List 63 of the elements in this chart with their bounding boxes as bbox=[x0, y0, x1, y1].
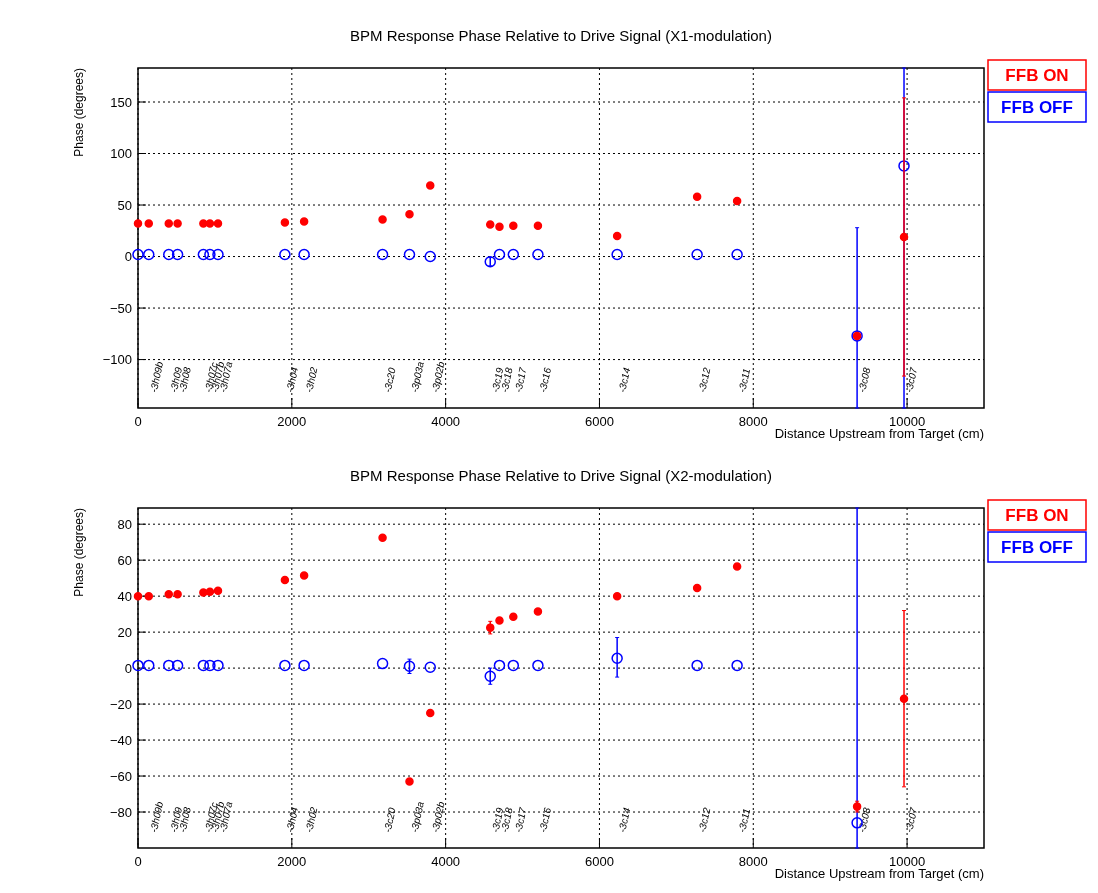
x-axis-title: Distance Upstream from Target (cm) bbox=[774, 426, 984, 441]
annotation: -3c07 bbox=[903, 366, 920, 394]
y-tick-label: 0 bbox=[124, 660, 132, 676]
x-tick-label: 0 bbox=[134, 414, 142, 429]
annotation: -3c08 bbox=[856, 366, 873, 394]
annotation: -3p02b bbox=[429, 800, 447, 834]
annotation: -3c16 bbox=[537, 806, 554, 834]
y-tick-label: 50 bbox=[117, 197, 132, 213]
x-tick-label: 2000 bbox=[277, 854, 307, 869]
x-tick-label: 8000 bbox=[738, 854, 768, 869]
y-tick-label: −20 bbox=[109, 696, 132, 712]
y-axis-title: Phase (degrees) bbox=[72, 68, 86, 157]
annotation: -3c08 bbox=[856, 806, 873, 834]
annotation: -3p02b bbox=[429, 360, 447, 394]
text: FFB ON bbox=[1005, 506, 1069, 525]
annotation: -3c20 bbox=[381, 366, 398, 394]
x-tick-label: 6000 bbox=[584, 854, 614, 869]
x-tick-label: 10000 bbox=[889, 854, 926, 869]
y-tick-label: 150 bbox=[110, 94, 132, 110]
annotation: -3h04 bbox=[284, 805, 301, 834]
y-tick-label: 0 bbox=[124, 249, 132, 265]
text: FFB OFF bbox=[1001, 98, 1073, 117]
chart-title: BPM Response Phase Relative to Drive Signal (X1-modulation) bbox=[350, 27, 772, 44]
y-tick-label: 60 bbox=[117, 552, 132, 568]
annotation: -3h09b bbox=[147, 800, 166, 834]
y-tick-label: 80 bbox=[117, 516, 132, 532]
y-axis-title: Phase (degrees) bbox=[72, 508, 86, 597]
text: FFB ON bbox=[1005, 66, 1069, 85]
x-tick-label: 0 bbox=[134, 854, 142, 869]
annotation: -3c07 bbox=[903, 806, 920, 834]
x-tick-label: 2000 bbox=[277, 414, 307, 429]
annotation: -3c14 bbox=[616, 806, 633, 834]
annotation: -3h09b bbox=[147, 360, 166, 394]
y-tick-label: −40 bbox=[109, 732, 132, 748]
x-tick-label: 4000 bbox=[431, 854, 461, 869]
y-tick-label: −60 bbox=[109, 768, 132, 784]
x-tick-label: 8000 bbox=[738, 414, 768, 429]
text: FFB OFF bbox=[1001, 538, 1073, 557]
annotation: -3p03a bbox=[408, 360, 427, 394]
annotation: -3h02 bbox=[303, 805, 320, 834]
y-tick-label: 20 bbox=[117, 624, 132, 640]
annotation: -3c17 bbox=[512, 366, 529, 394]
annotation: -3c12 bbox=[696, 366, 713, 394]
y-tick-label: 40 bbox=[117, 588, 132, 604]
y-tick-label: −100 bbox=[102, 352, 132, 368]
annotation: -3h02 bbox=[303, 365, 320, 394]
x-tick-label: 10000 bbox=[889, 414, 926, 429]
annotation: -3c17 bbox=[512, 806, 529, 834]
x-tick-label: 4000 bbox=[431, 414, 461, 429]
annotation: -3p03a bbox=[408, 800, 427, 834]
annotation: -3c20 bbox=[381, 806, 398, 834]
annotation: -3c11 bbox=[736, 367, 753, 394]
annotation: -3h04 bbox=[284, 365, 301, 394]
annotation: -3c14 bbox=[616, 366, 633, 394]
y-tick-label: −50 bbox=[109, 300, 132, 316]
annotation: -3c11 bbox=[736, 807, 753, 834]
x-axis-title: Distance Upstream from Target (cm) bbox=[774, 866, 984, 881]
y-tick-label: 100 bbox=[110, 146, 132, 162]
annotation: -3c12 bbox=[696, 806, 713, 834]
annotation: -3c16 bbox=[537, 366, 554, 394]
y-tick-label: −80 bbox=[109, 804, 132, 820]
chart-title: BPM Response Phase Relative to Drive Signal (X2-modulation) bbox=[350, 467, 772, 484]
x-tick-label: 6000 bbox=[584, 414, 614, 429]
